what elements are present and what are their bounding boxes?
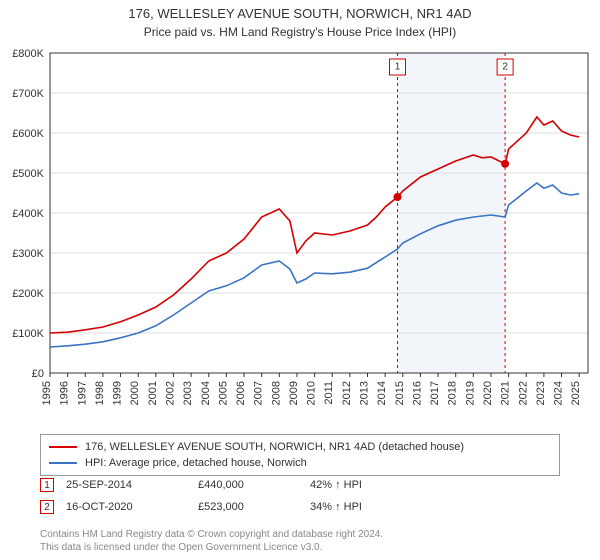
y-tick-label: £600K	[12, 128, 44, 140]
transaction-marker: 2	[40, 500, 54, 514]
legend-label: 176, WELLESLEY AVENUE SOUTH, NORWICH, NR…	[85, 441, 464, 453]
x-tick-label: 2009	[288, 381, 300, 405]
transaction-price: £440,000	[198, 479, 298, 491]
x-tick-label: 1998	[94, 381, 106, 405]
x-tick-label: 2011	[323, 381, 335, 405]
x-tick-label: 2008	[270, 381, 282, 405]
x-tick-label: 1995	[41, 381, 53, 405]
footer-line-2: This data is licensed under the Open Gov…	[40, 541, 560, 554]
y-tick-label: £800K	[12, 48, 44, 60]
x-tick-label: 2023	[535, 381, 547, 405]
x-tick-label: 2024	[553, 381, 565, 405]
x-tick-label: 2010	[306, 381, 318, 405]
x-tick-label: 2002	[164, 381, 176, 405]
marker-index: 1	[395, 61, 401, 72]
x-tick-label: 2015	[394, 381, 406, 405]
x-tick-label: 2001	[147, 381, 159, 405]
x-tick-label: 1999	[112, 381, 124, 405]
y-tick-label: £100K	[12, 328, 44, 340]
legend-swatch	[49, 446, 77, 448]
x-tick-label: 2005	[217, 381, 229, 405]
x-tick-label: 2020	[482, 381, 494, 405]
x-tick-label: 2003	[182, 381, 194, 405]
y-tick-label: £300K	[12, 248, 44, 260]
y-tick-label: £700K	[12, 88, 44, 100]
y-tick-label: £200K	[12, 288, 44, 300]
x-tick-label: 2000	[129, 381, 141, 405]
x-tick-label: 2017	[429, 381, 441, 405]
transaction-pct: 42% ↑ HPI	[310, 479, 430, 491]
x-tick-label: 2014	[376, 381, 388, 405]
transaction-date: 16-OCT-2020	[66, 501, 186, 513]
chart-subtitle: Price paid vs. HM Land Registry's House …	[0, 23, 600, 39]
x-tick-label: 2021	[500, 381, 512, 405]
footer-text: Contains HM Land Registry data © Crown c…	[40, 528, 560, 554]
transaction-marker: 1	[40, 478, 54, 492]
x-tick-label: 2018	[447, 381, 459, 405]
transaction-row: 1 25-SEP-2014 £440,000 42% ↑ HPI	[40, 478, 560, 492]
x-tick-label: 2016	[411, 381, 423, 405]
x-tick-label: 2022	[517, 381, 529, 405]
chart-title: 176, WELLESLEY AVENUE SOUTH, NORWICH, NR…	[0, 0, 600, 23]
chart-area: £0 £100K £200K £300K £400K £500K £600K £700K £80…	[0, 45, 600, 425]
transaction-date: 25-SEP-2014	[66, 479, 186, 491]
y-tick-label: £400K	[12, 208, 44, 220]
x-tick-label: 1996	[59, 381, 71, 405]
transaction-pct: 34% ↑ HPI	[310, 501, 430, 513]
x-tick-label: 2019	[464, 381, 476, 405]
x-tick-label: 2007	[253, 381, 265, 405]
x-tick-label: 1997	[76, 381, 88, 405]
x-tick-label: 2025	[570, 381, 582, 405]
legend-swatch	[49, 462, 77, 464]
x-tick-label: 2006	[235, 381, 247, 405]
x-tick-label: 2004	[200, 381, 212, 405]
legend-item: 176, WELLESLEY AVENUE SOUTH, NORWICH, NR…	[49, 439, 551, 455]
transaction-price: £523,000	[198, 501, 298, 513]
y-tick-label: £500K	[12, 168, 44, 180]
x-tick-label: 2012	[341, 381, 353, 405]
footer-line-1: Contains HM Land Registry data © Crown c…	[40, 528, 560, 541]
legend-box: 176, WELLESLEY AVENUE SOUTH, NORWICH, NR…	[40, 434, 560, 476]
x-tick-label: 2013	[359, 381, 371, 405]
transaction-row: 2 16-OCT-2020 £523,000 34% ↑ HPI	[40, 500, 560, 514]
legend-label: HPI: Average price, detached house, Norw…	[85, 457, 307, 469]
legend-item: HPI: Average price, detached house, Norw…	[49, 455, 551, 471]
y-tick-label: £0	[32, 368, 44, 380]
marker-index: 2	[502, 61, 508, 72]
